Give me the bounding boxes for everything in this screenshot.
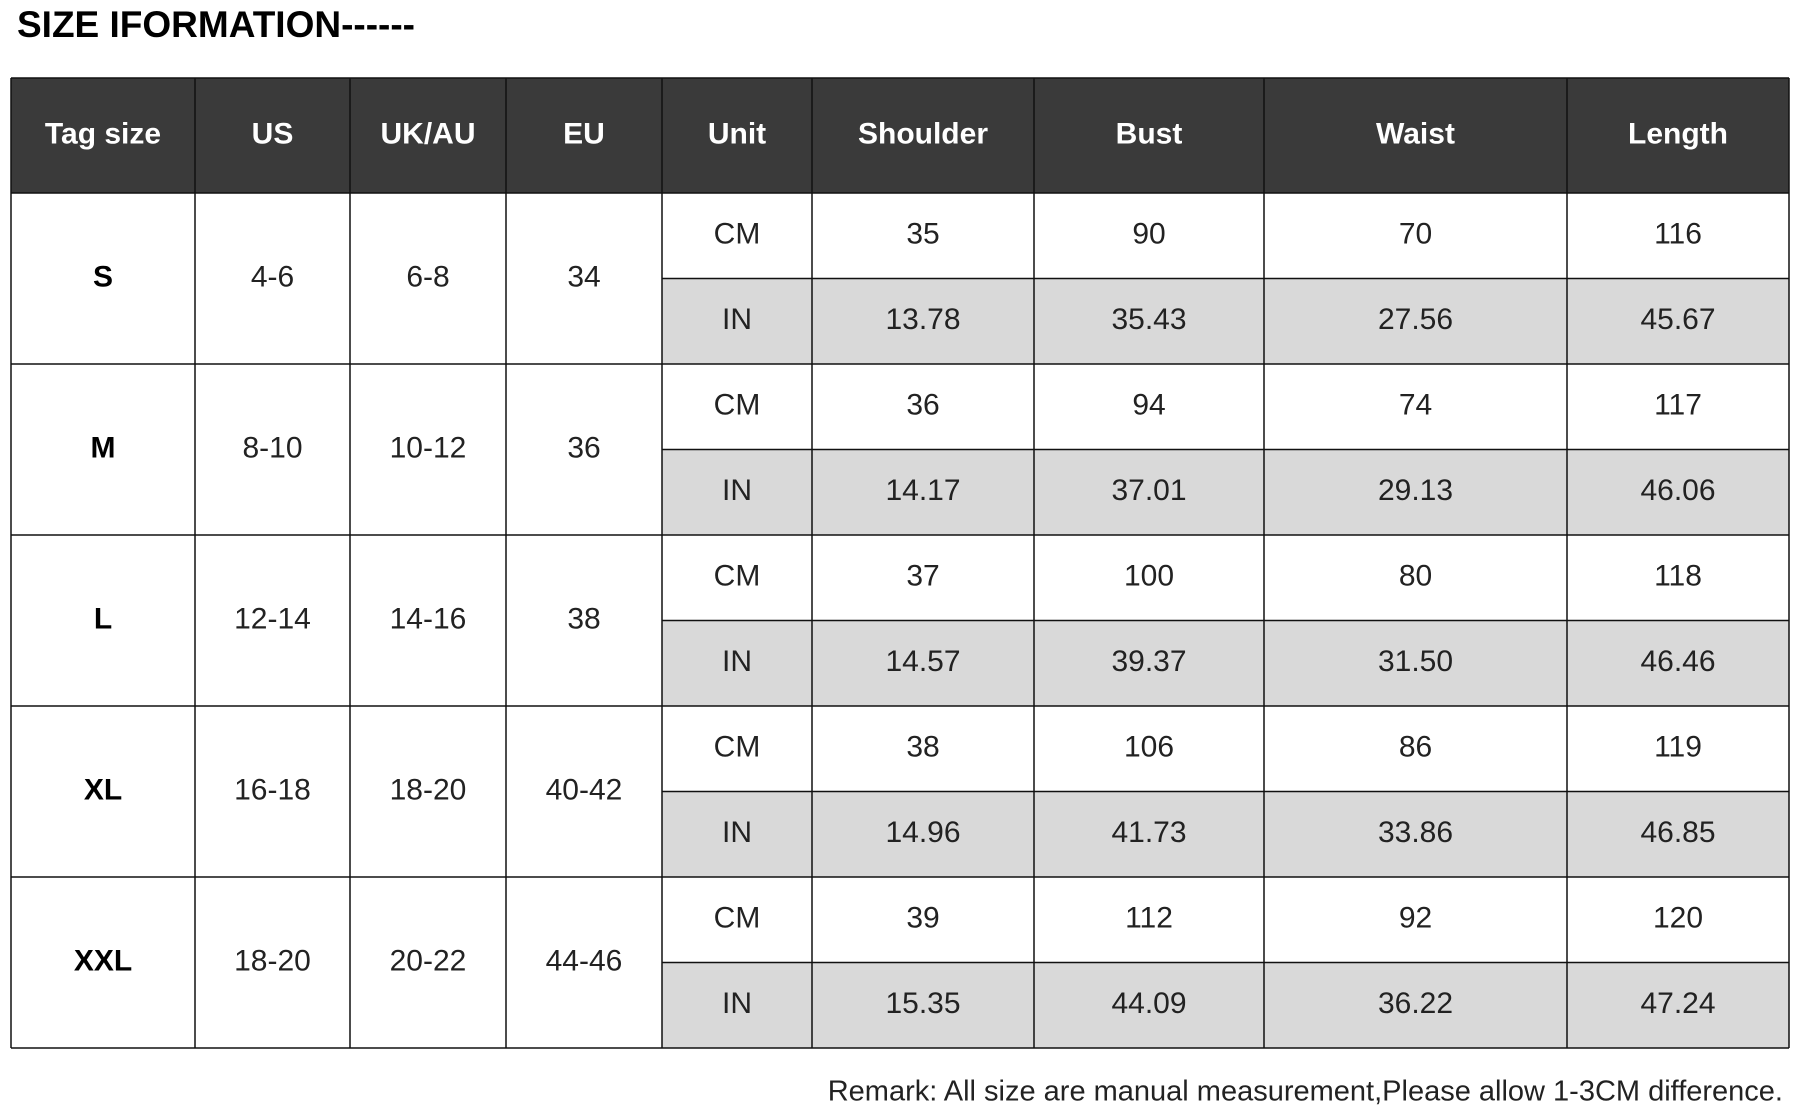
in-row-bg	[662, 278, 1789, 364]
measure-cell: 39	[906, 902, 939, 935]
tag-cell: M	[91, 431, 116, 464]
measure-cell: 15.35	[885, 987, 960, 1020]
measure-cell: IN	[722, 645, 752, 678]
header-bg	[11, 78, 1789, 193]
measure-cell: 106	[1124, 731, 1174, 764]
measure-cell: 39.37	[1111, 645, 1186, 678]
tag-cell: L	[94, 602, 112, 635]
measure-cell: 35.43	[1111, 303, 1186, 336]
size-cell: 8-10	[242, 431, 302, 464]
size-cell: 36	[567, 431, 600, 464]
size-cell: 38	[567, 602, 600, 635]
tag-cell: S	[93, 260, 113, 293]
measure-cell: 90	[1132, 218, 1165, 251]
measure-cell: 46.06	[1640, 474, 1715, 507]
header-cell: Bust	[1116, 117, 1183, 150]
in-row-bg	[662, 791, 1789, 877]
header-cell: Tag size	[45, 117, 161, 150]
measure-cell: 45.67	[1640, 303, 1715, 336]
measure-cell: CM	[714, 560, 761, 593]
measure-cell: 36	[906, 389, 939, 422]
measure-cell: 86	[1399, 731, 1432, 764]
in-row-bg	[662, 962, 1789, 1048]
measure-cell: 33.86	[1378, 816, 1453, 849]
measure-cell: 70	[1399, 218, 1432, 251]
tag-cell: XXL	[74, 944, 132, 977]
measure-cell: 94	[1132, 389, 1165, 422]
measure-cell: 27.56	[1378, 303, 1453, 336]
measure-cell: 46.46	[1640, 645, 1715, 678]
measure-cell: 29.13	[1378, 474, 1453, 507]
header-cell: UK/AU	[381, 117, 476, 150]
measure-cell: 13.78	[885, 303, 960, 336]
size-cell: 18-20	[390, 773, 467, 806]
measure-cell: CM	[714, 389, 761, 422]
header-cell: US	[252, 117, 294, 150]
measure-cell: 118	[1654, 560, 1702, 593]
size-cell: 4-6	[251, 260, 294, 293]
size-cell: 12-14	[234, 602, 311, 635]
measure-cell: 35	[906, 218, 939, 251]
size-cell: 34	[567, 260, 600, 293]
size-cell: 18-20	[234, 944, 311, 977]
measure-cell: CM	[714, 902, 761, 935]
measure-cell: IN	[722, 816, 752, 849]
measure-cell: 47.24	[1640, 987, 1715, 1020]
measure-cell: CM	[714, 218, 761, 251]
title: SIZE IFORMATION------	[17, 4, 415, 45]
measure-cell: 112	[1125, 902, 1173, 935]
measure-cell: 119	[1654, 731, 1702, 764]
size-cell: 40-42	[546, 773, 623, 806]
measure-cell: 14.17	[885, 474, 960, 507]
measure-cell: 14.57	[885, 645, 960, 678]
measure-cell: IN	[722, 987, 752, 1020]
measure-cell: 92	[1399, 902, 1432, 935]
measure-cell: 37	[906, 560, 939, 593]
measure-cell: 38	[906, 731, 939, 764]
in-row-bg	[662, 449, 1789, 535]
header-cell: Shoulder	[858, 117, 988, 150]
measure-cell: 36.22	[1378, 987, 1453, 1020]
measure-cell: 31.50	[1378, 645, 1453, 678]
measure-cell: IN	[722, 303, 752, 336]
measure-cell: CM	[714, 731, 761, 764]
size-cell: 14-16	[390, 602, 467, 635]
measure-cell: 37.01	[1111, 474, 1186, 507]
size-cell: 6-8	[406, 260, 449, 293]
header-cell: EU	[563, 117, 605, 150]
header-cell: Length	[1628, 117, 1728, 150]
header-cell: Unit	[708, 117, 766, 150]
in-row-bg	[662, 620, 1789, 706]
measure-cell: 41.73	[1111, 816, 1186, 849]
measure-cell: 120	[1653, 902, 1703, 935]
tag-cell: XL	[84, 773, 122, 806]
remark: Remark: All size are manual measurement,…	[828, 1076, 1783, 1108]
size-cell: 44-46	[546, 944, 623, 977]
measure-cell: 80	[1399, 560, 1432, 593]
size-cell: 16-18	[234, 773, 311, 806]
measure-cell: IN	[722, 474, 752, 507]
size-cell: 20-22	[390, 944, 467, 977]
measure-cell: 117	[1654, 389, 1702, 422]
measure-cell: 14.96	[885, 816, 960, 849]
measure-cell: 100	[1124, 560, 1174, 593]
size-cell: 10-12	[390, 431, 467, 464]
header-cell: Waist	[1376, 117, 1455, 150]
measure-cell: 116	[1654, 218, 1702, 251]
measure-cell: 46.85	[1640, 816, 1715, 849]
measure-cell: 74	[1399, 389, 1432, 422]
measure-cell: 44.09	[1111, 987, 1186, 1020]
